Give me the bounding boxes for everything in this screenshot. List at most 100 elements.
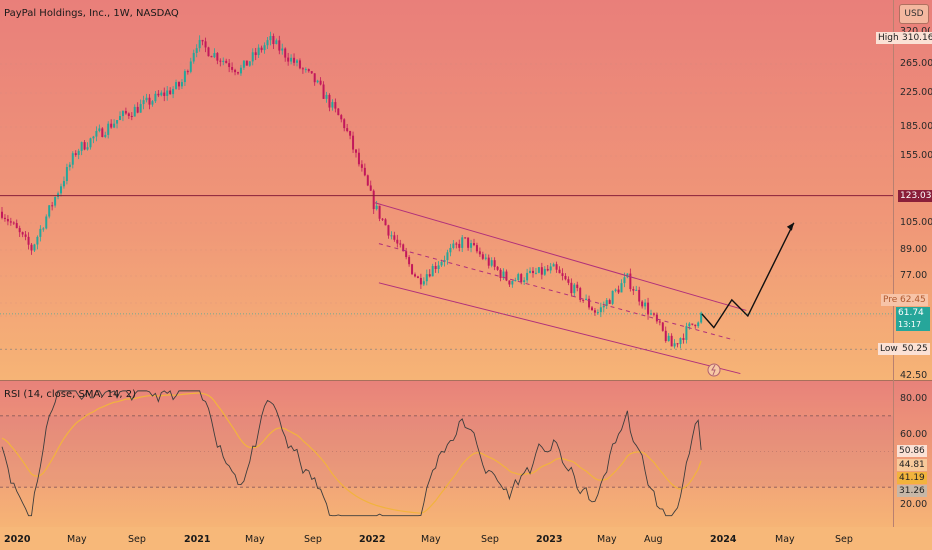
candle-body <box>316 80 319 83</box>
candle-body <box>602 305 605 308</box>
candle-body <box>428 274 431 277</box>
candle-body <box>189 61 192 72</box>
candle-body <box>585 298 588 300</box>
candle-body <box>95 130 98 137</box>
markers <box>707 363 721 377</box>
time-label: May <box>775 534 795 545</box>
candle-body <box>301 68 304 70</box>
candle-body <box>346 128 349 132</box>
candle-body <box>343 119 346 129</box>
price-tick: 42.50 <box>900 370 928 379</box>
candle-body <box>33 244 36 251</box>
candle-body <box>154 93 157 102</box>
candle-body <box>700 312 703 323</box>
candle-body <box>163 92 166 96</box>
currency-button[interactable]: USD <box>899 4 929 24</box>
candle-body <box>130 115 133 117</box>
candle-body <box>119 116 121 121</box>
candle-body <box>178 82 180 87</box>
candle-body <box>658 321 661 323</box>
candle-body <box>77 150 80 155</box>
last-price-value: 61.74 <box>898 308 924 318</box>
candle-body <box>124 111 127 114</box>
candle-body <box>381 218 384 220</box>
candle-body <box>298 60 301 69</box>
candle-body <box>136 106 139 113</box>
candle-body <box>151 101 154 105</box>
time-label: Sep <box>128 534 146 545</box>
candle-body <box>355 149 357 153</box>
candle-body <box>664 330 667 342</box>
candle-body <box>378 205 381 219</box>
candle-body <box>80 142 83 151</box>
candle-body <box>481 254 484 259</box>
candle-body <box>225 60 228 64</box>
channel-lower-line <box>378 282 741 375</box>
pre-label: Pre <box>881 294 900 306</box>
candle-body <box>532 270 534 274</box>
channel-mid-line <box>378 243 735 341</box>
candle-body <box>652 313 655 315</box>
candle-body <box>697 322 700 327</box>
candle-body <box>537 267 540 273</box>
candle-body <box>328 94 331 108</box>
candle-body <box>357 152 360 165</box>
candle-body <box>71 153 74 165</box>
candle-body <box>157 93 160 96</box>
candle-body <box>51 205 54 207</box>
candle-body <box>543 268 546 275</box>
candle-body <box>534 272 537 274</box>
candle-body <box>493 260 496 267</box>
rsi-lines <box>1 389 702 517</box>
candle-body <box>387 225 390 236</box>
candle-body <box>650 313 652 315</box>
time-label: Sep <box>481 534 499 545</box>
time-label: May <box>597 534 617 545</box>
candle-body <box>45 216 48 229</box>
candle-body <box>48 205 51 217</box>
candle-body <box>27 236 30 245</box>
candle-body <box>42 228 45 230</box>
candlestick-series <box>1 31 703 349</box>
candle-body <box>552 264 555 267</box>
candle-body <box>596 312 599 314</box>
candle-body <box>334 102 337 109</box>
candle-body <box>520 274 523 283</box>
candle-body <box>470 243 473 248</box>
time-label: May <box>67 534 87 545</box>
candle-body <box>567 279 570 283</box>
candle-body <box>340 115 343 120</box>
candle-body <box>682 338 685 340</box>
candle-body <box>478 251 481 255</box>
time-label: 2023 <box>536 534 563 545</box>
candle-body <box>30 244 33 251</box>
candle-body <box>408 257 411 265</box>
candle-body <box>237 72 239 74</box>
time-label: Sep <box>304 534 322 545</box>
candle-body <box>110 123 113 128</box>
candle-body <box>133 106 136 117</box>
candle-body <box>558 269 561 274</box>
candle-body <box>62 181 65 187</box>
candle-body <box>307 69 310 72</box>
candle-body <box>89 138 92 148</box>
time-label: May <box>421 534 441 545</box>
candle-body <box>98 128 101 131</box>
candle-body <box>145 97 148 101</box>
rsi-tick: 20.00 <box>900 499 928 510</box>
candle-body <box>390 235 393 237</box>
candle-body <box>508 280 511 285</box>
candle-body <box>3 217 6 220</box>
candle-body <box>434 265 437 270</box>
low-value: 50.25 <box>900 343 930 355</box>
candle-body <box>679 338 682 345</box>
candle-body <box>284 48 287 58</box>
candle-body <box>127 113 130 116</box>
candle-body <box>570 282 573 294</box>
candle-body <box>484 257 487 259</box>
bar-countdown: 13:17 <box>898 320 922 329</box>
rsi-indicator-label[interactable]: RSI (14, close, SMA, 14, 2) <box>4 389 137 400</box>
candle-body <box>113 123 116 128</box>
candle-body <box>411 264 414 275</box>
